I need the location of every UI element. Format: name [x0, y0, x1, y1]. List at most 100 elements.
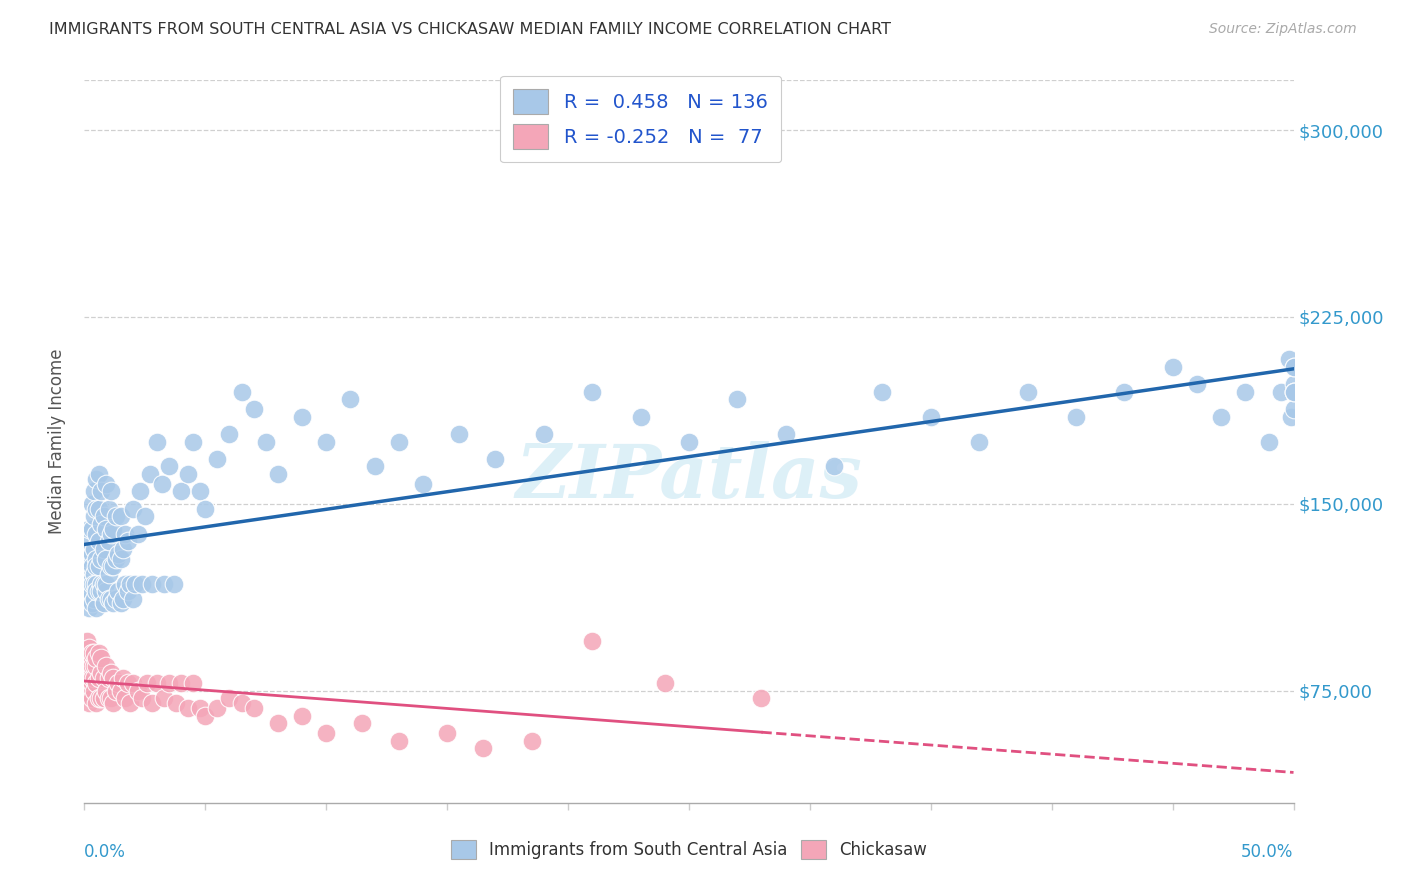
Point	[110, 683, 132, 698]
Point	[117, 584, 139, 599]
Point	[120, 576, 142, 591]
Point	[1282, 377, 1305, 392]
Point	[87, 691, 110, 706]
Point	[1270, 384, 1292, 399]
Point	[90, 516, 112, 531]
Point	[86, 651, 108, 665]
Point	[77, 551, 100, 566]
Point	[117, 676, 139, 690]
Point	[86, 584, 108, 599]
Point	[775, 427, 797, 442]
Point	[267, 467, 290, 481]
Point	[127, 526, 149, 541]
Point	[146, 676, 169, 690]
Point	[77, 576, 100, 591]
Legend: Immigrants from South Central Asia, Chickasaw: Immigrants from South Central Asia, Chic…	[451, 840, 927, 860]
Point	[136, 676, 159, 690]
Point	[103, 696, 125, 710]
Point	[94, 576, 117, 591]
Point	[315, 434, 337, 449]
Point	[104, 551, 127, 566]
Point	[520, 733, 543, 747]
Point	[207, 701, 229, 715]
Point	[124, 576, 146, 591]
Point	[77, 522, 100, 536]
Point	[1282, 359, 1305, 374]
Point	[94, 551, 117, 566]
Point	[83, 566, 105, 581]
Point	[1282, 384, 1305, 399]
Point	[823, 459, 845, 474]
Point	[194, 501, 217, 516]
Point	[103, 559, 125, 574]
Point	[291, 409, 314, 424]
Point	[242, 701, 264, 715]
Point	[80, 547, 103, 561]
Point	[678, 434, 700, 449]
Point	[150, 476, 173, 491]
Point	[1278, 352, 1301, 367]
Point	[94, 658, 117, 673]
Point	[436, 726, 458, 740]
Point	[83, 541, 105, 556]
Point	[83, 576, 105, 591]
Point	[93, 597, 115, 611]
Point	[90, 584, 112, 599]
Point	[581, 384, 603, 399]
Point	[110, 597, 132, 611]
Point	[121, 501, 143, 516]
Point	[138, 467, 160, 481]
Point	[80, 658, 103, 673]
Point	[76, 658, 98, 673]
Point	[146, 434, 169, 449]
Point	[87, 584, 110, 599]
Point	[388, 434, 411, 449]
Point	[94, 522, 117, 536]
Point	[94, 584, 117, 599]
Point	[94, 476, 117, 491]
Point	[967, 434, 990, 449]
Point	[533, 427, 555, 442]
Point	[194, 708, 217, 723]
Point	[97, 591, 120, 606]
Point	[83, 646, 105, 660]
Point	[80, 497, 103, 511]
Point	[80, 576, 103, 591]
Point	[181, 434, 204, 449]
Point	[218, 427, 240, 442]
Point	[654, 676, 676, 690]
Point	[218, 691, 240, 706]
Point	[77, 601, 100, 615]
Point	[472, 741, 495, 756]
Point	[114, 691, 136, 706]
Point	[90, 666, 112, 681]
Point	[121, 676, 143, 690]
Point	[86, 696, 108, 710]
Point	[86, 658, 108, 673]
Point	[153, 576, 176, 591]
Point	[77, 651, 100, 665]
Point	[157, 676, 180, 690]
Point	[80, 676, 103, 690]
Point	[1114, 384, 1136, 399]
Point	[484, 452, 506, 467]
Y-axis label: Median Family Income: Median Family Income	[48, 349, 66, 534]
Point	[87, 467, 110, 481]
Point	[112, 541, 135, 556]
Point	[1282, 384, 1305, 399]
Point	[97, 501, 120, 516]
Point	[86, 576, 108, 591]
Point	[77, 584, 100, 599]
Point	[97, 691, 120, 706]
Point	[80, 572, 103, 586]
Point	[86, 676, 108, 690]
Point	[872, 384, 894, 399]
Point	[100, 559, 122, 574]
Point	[100, 526, 122, 541]
Point	[181, 676, 204, 690]
Point	[100, 591, 122, 606]
Point	[291, 708, 314, 723]
Point	[112, 671, 135, 685]
Point	[93, 671, 115, 685]
Text: 50.0%: 50.0%	[1241, 843, 1294, 861]
